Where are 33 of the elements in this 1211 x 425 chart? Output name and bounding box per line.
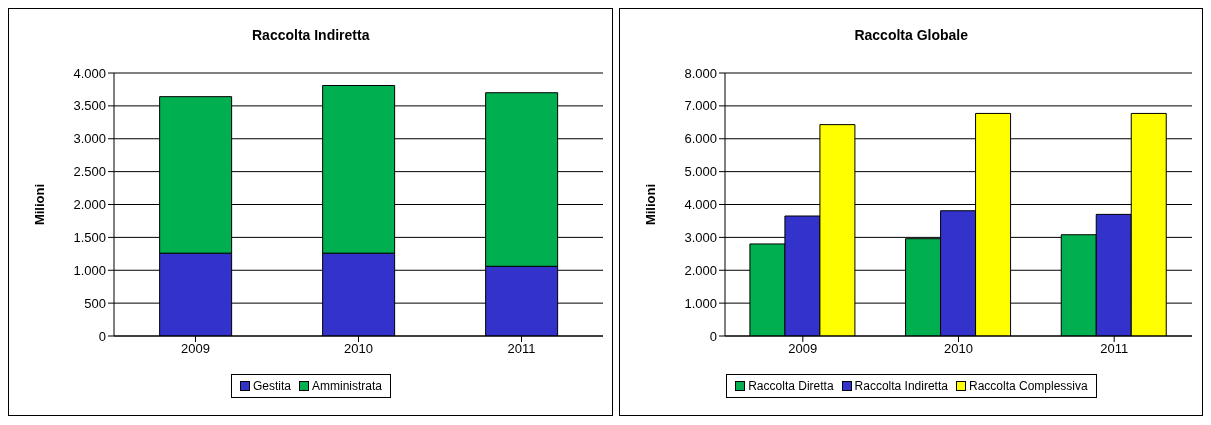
- x-tick-label: 2009: [181, 341, 210, 357]
- y-tick-label: 2.000: [684, 262, 718, 278]
- y-tick-label: 2.500: [73, 164, 106, 180]
- y-tick-label: 5.000: [684, 164, 718, 180]
- chart-title: Raccolta Globale: [853, 27, 969, 45]
- y-tick-label: 4.000: [684, 197, 718, 213]
- legend-label: Raccolta Complessiva: [967, 379, 1088, 393]
- legend-label: Amministrata: [311, 379, 383, 393]
- x-tick-label: 2010: [944, 341, 974, 357]
- legend-label: Raccolta Indiretta: [853, 379, 948, 393]
- y-tick-label: 1.500: [73, 229, 106, 245]
- y-tick-label: 8.000: [684, 65, 718, 81]
- y-tick-label: 3.500: [73, 98, 106, 114]
- y-tick-label: 4.000: [73, 65, 106, 81]
- y-tick-label: 3.000: [684, 229, 718, 245]
- y-tick-label: 1.000: [73, 262, 106, 278]
- y-tick-label: 2.000: [73, 197, 106, 213]
- legend-label: Raccolta Diretta: [747, 379, 834, 393]
- x-tick-label: 2010: [344, 341, 373, 357]
- y-tick-label: 500: [84, 295, 106, 311]
- y-tick-label: 0: [710, 328, 718, 344]
- y-tick-label: 0: [98, 328, 106, 344]
- y-axis-title: Milioni: [31, 183, 47, 226]
- chart-title: Raccolta Indiretta: [251, 27, 371, 45]
- x-tick-label: 2011: [1100, 341, 1129, 357]
- x-tick-label: 2011: [507, 341, 536, 357]
- legend-label: Gestita: [252, 379, 291, 393]
- y-tick-label: 3.000: [73, 131, 106, 147]
- y-axis-title: Milioni: [643, 183, 659, 226]
- y-tick-label: 7.000: [684, 98, 718, 114]
- y-tick-label: 6.000: [684, 131, 718, 147]
- y-tick-label: 1.000: [684, 295, 718, 311]
- x-tick-label: 2009: [788, 341, 818, 357]
